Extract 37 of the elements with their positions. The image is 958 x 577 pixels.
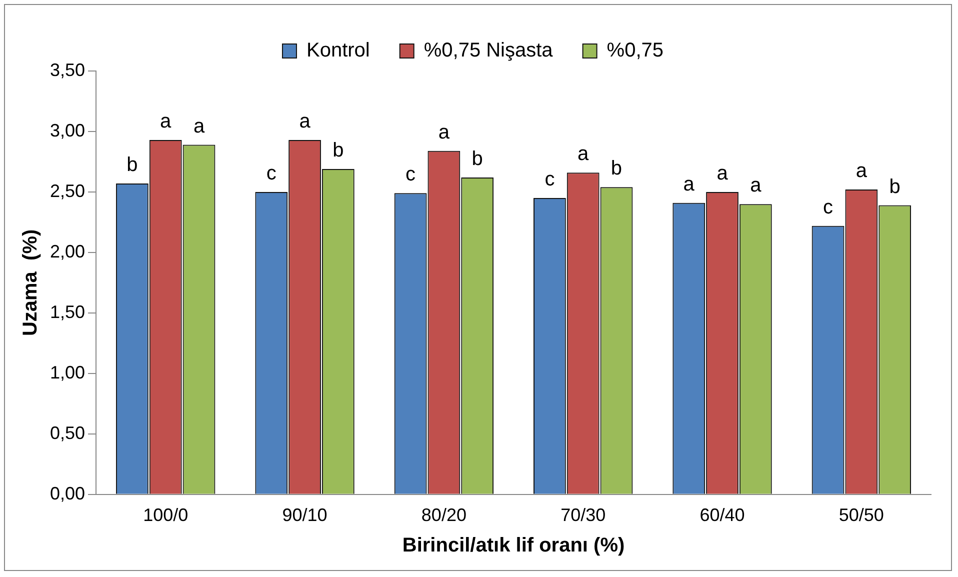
y-tick-label: 0,00 [50,483,86,504]
data-label: b [610,158,622,180]
data-label: a [683,173,696,196]
data-label: a [750,174,762,197]
data-label: a [299,110,312,132]
y-tick-label: 3,50 [50,60,86,80]
data-label: a [193,115,206,138]
data-label: c [823,196,834,218]
data-label: a [856,160,868,182]
y-tick-label: 3,00 [50,120,86,140]
y-axis-title: Uzama (%) [20,229,42,336]
data-label: c [406,164,416,186]
data-label: a [438,121,450,144]
legend-label: %0,75 [606,40,664,62]
y-tick-label: 2,00 [50,241,86,262]
data-label: b [889,176,900,198]
x-tick-label: 100/0 [143,505,188,526]
x-tick-label: 60/40 [700,505,745,526]
legend-label: %0,75 Nişasta [424,40,554,62]
y-tick-label: 0,50 [50,422,86,443]
data-label: b [332,140,344,162]
data-label: a [160,110,172,132]
x-tick-label: 50/50 [838,505,884,526]
data-label: a [716,162,729,184]
data-label: b [126,154,138,176]
x-tick-label: 80/20 [421,505,466,526]
x-tick-label: 70/30 [560,505,606,526]
data-label: a [578,143,590,166]
data-label: c [544,168,555,191]
y-tick-label: 2,50 [50,180,86,201]
data-label: b [472,148,483,170]
y-tick-label: 1,50 [50,302,86,322]
data-label: c [266,162,276,184]
legend-label: Kontrol [306,40,370,62]
y-tick-label: 1,00 [50,362,86,382]
x-axis-title: Birincil/atık lif oranı (%) [402,534,625,557]
x-tick-label: 90/10 [282,505,328,526]
